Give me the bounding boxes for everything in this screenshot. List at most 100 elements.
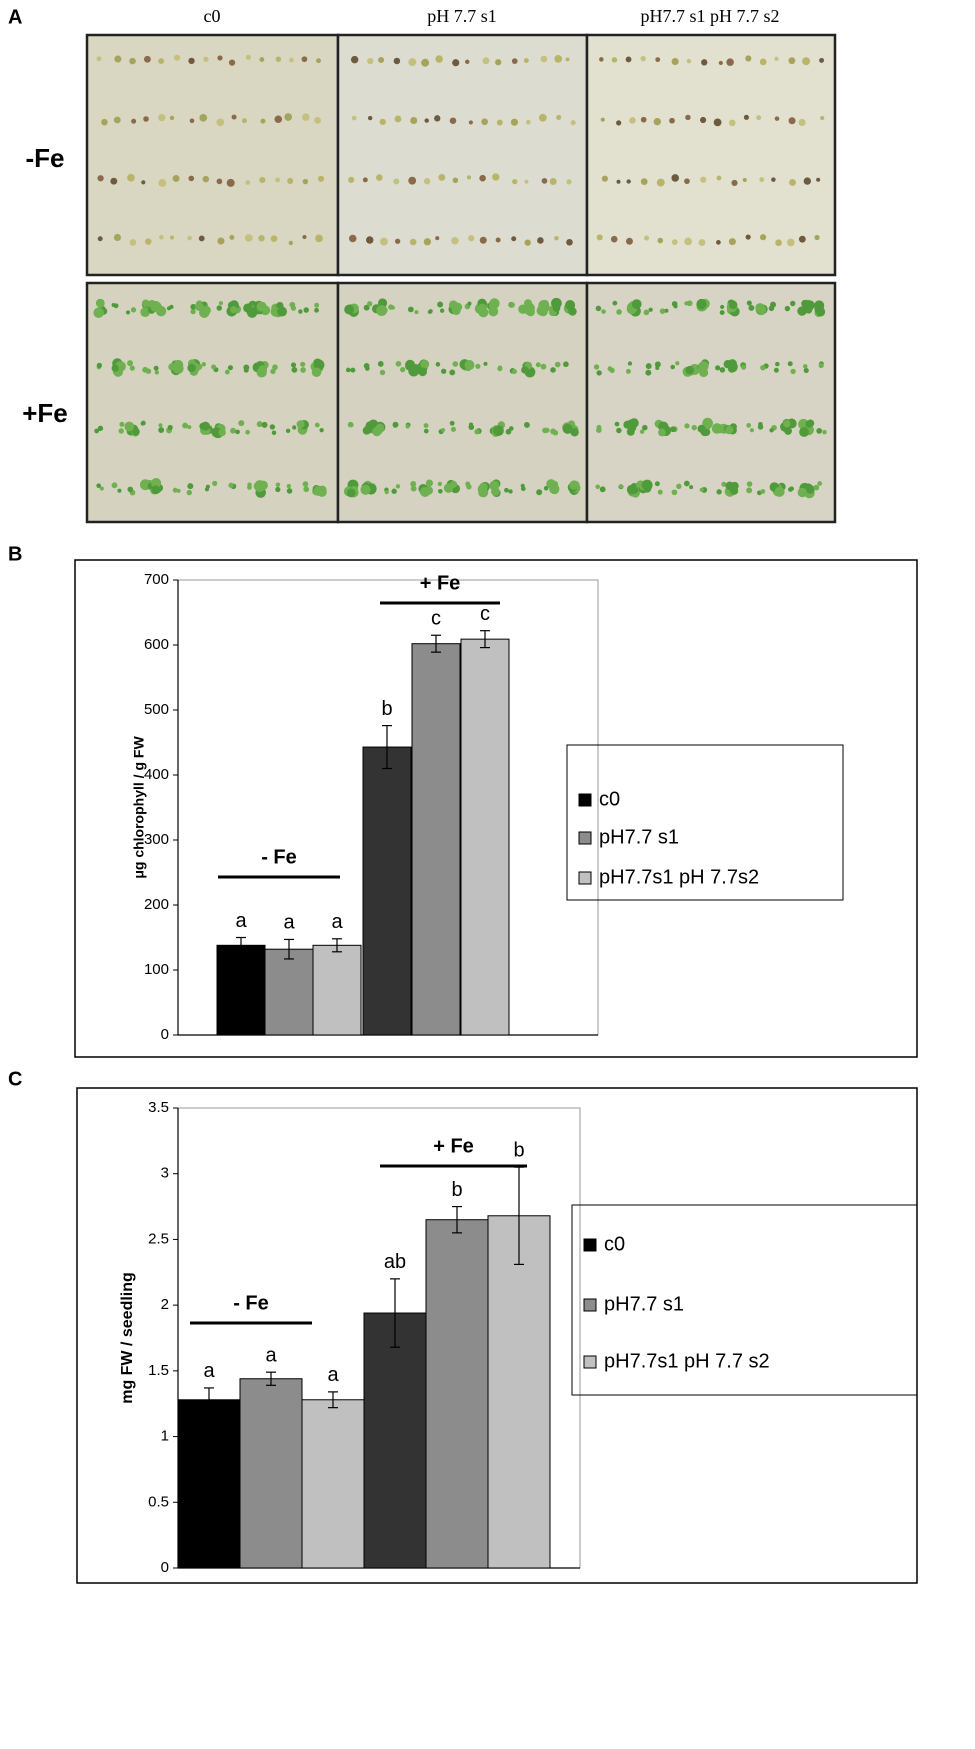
seedling bbox=[788, 57, 796, 65]
seedling bbox=[275, 482, 281, 487]
seedling bbox=[286, 488, 293, 494]
y-axis-label: mg FW / seedling bbox=[119, 1272, 136, 1404]
seedling bbox=[419, 487, 429, 497]
seedling bbox=[716, 489, 722, 495]
seedling bbox=[699, 487, 704, 492]
seedling bbox=[759, 58, 767, 66]
seedling bbox=[745, 55, 752, 62]
seedling bbox=[746, 423, 751, 428]
seedling bbox=[227, 365, 234, 371]
seedling bbox=[566, 238, 573, 246]
seedling bbox=[391, 488, 397, 494]
seedling bbox=[287, 177, 294, 185]
seedling bbox=[524, 306, 533, 316]
seedling bbox=[719, 310, 725, 315]
seedling bbox=[226, 178, 235, 187]
seedling bbox=[97, 236, 103, 242]
photo bbox=[336, 33, 589, 277]
seedling bbox=[145, 238, 152, 245]
seedling bbox=[434, 115, 441, 122]
y-axis-label: μg chlorophyll / g FW bbox=[131, 736, 147, 879]
seedling bbox=[258, 235, 265, 242]
seedling bbox=[691, 424, 697, 431]
seedling bbox=[284, 113, 293, 121]
seedling bbox=[654, 481, 660, 487]
seedling bbox=[443, 483, 454, 493]
seedling bbox=[645, 369, 652, 376]
seedling bbox=[367, 301, 373, 307]
seedling bbox=[188, 175, 195, 182]
seedling bbox=[256, 301, 267, 312]
seedling bbox=[376, 174, 383, 181]
seedling bbox=[253, 481, 263, 491]
panel-label: B bbox=[8, 543, 22, 565]
photo bbox=[85, 281, 340, 524]
bar bbox=[301, 1399, 365, 1569]
seedling bbox=[596, 427, 602, 433]
seedling bbox=[272, 364, 278, 371]
seedling bbox=[593, 364, 600, 370]
seedling bbox=[93, 307, 104, 318]
seedling bbox=[230, 305, 238, 314]
seedling bbox=[676, 483, 682, 490]
seedling bbox=[566, 179, 572, 185]
seedling bbox=[550, 367, 556, 373]
seedling bbox=[243, 364, 250, 371]
seedling bbox=[654, 361, 661, 368]
seedling bbox=[596, 370, 602, 376]
seedling bbox=[639, 429, 645, 434]
seedling bbox=[376, 305, 388, 317]
seedling bbox=[535, 362, 541, 368]
seedling bbox=[218, 301, 223, 306]
seedling bbox=[423, 178, 431, 185]
seedling bbox=[289, 301, 296, 308]
group-label: + Fe bbox=[420, 572, 461, 594]
seedling bbox=[427, 309, 432, 315]
y-tick-label: 600 bbox=[144, 636, 169, 653]
seedling bbox=[599, 486, 606, 493]
seedling bbox=[410, 485, 417, 492]
seedling bbox=[438, 173, 446, 181]
seedling bbox=[540, 55, 548, 63]
seedling bbox=[202, 175, 210, 183]
seedling bbox=[400, 367, 406, 373]
seedling bbox=[228, 59, 236, 66]
seedling bbox=[629, 117, 636, 124]
seedling bbox=[99, 486, 104, 491]
seedling bbox=[274, 115, 283, 124]
legend-label: pH7.7 s1 bbox=[599, 826, 679, 848]
seedling bbox=[521, 366, 529, 374]
seedling bbox=[245, 429, 250, 435]
seedling bbox=[196, 364, 203, 370]
seedling bbox=[616, 427, 622, 434]
seedling bbox=[423, 428, 429, 434]
bar bbox=[363, 1312, 427, 1569]
seedling bbox=[277, 306, 287, 317]
seedling bbox=[479, 174, 486, 182]
seedling bbox=[479, 236, 487, 244]
seedling bbox=[465, 59, 470, 64]
seedling bbox=[616, 120, 622, 126]
seedling bbox=[511, 368, 517, 375]
seedling bbox=[218, 428, 226, 437]
seedling bbox=[625, 368, 631, 374]
group-label: - Fe bbox=[261, 846, 297, 868]
seedling bbox=[351, 115, 357, 121]
seedling bbox=[452, 177, 459, 184]
seedling bbox=[393, 57, 401, 65]
seedling bbox=[803, 367, 809, 374]
seedling bbox=[154, 370, 160, 375]
seedling bbox=[388, 304, 394, 310]
seedling bbox=[245, 54, 251, 60]
bar bbox=[264, 948, 314, 1036]
seedling bbox=[350, 367, 356, 373]
photo-grid bbox=[85, 33, 837, 524]
seedling bbox=[655, 365, 660, 370]
seedling bbox=[140, 307, 151, 318]
seedling bbox=[483, 361, 488, 366]
seedling bbox=[286, 483, 292, 489]
seedling bbox=[217, 55, 223, 61]
seedling bbox=[141, 180, 146, 185]
seedling bbox=[203, 56, 209, 62]
